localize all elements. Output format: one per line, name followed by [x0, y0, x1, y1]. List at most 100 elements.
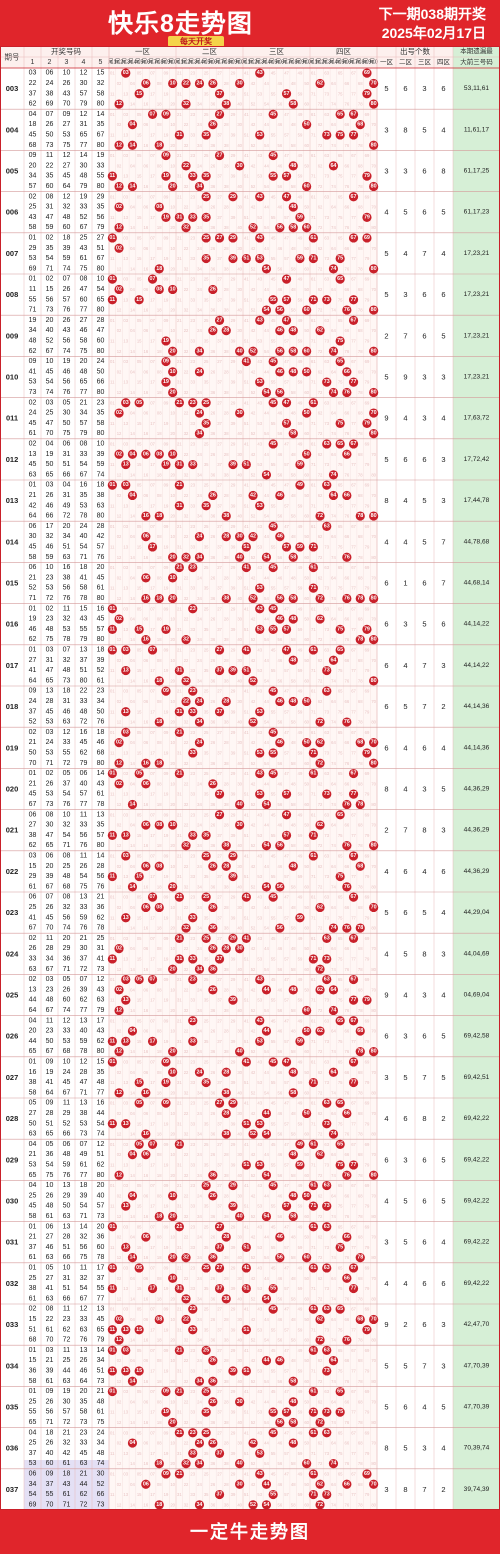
miss-number: 09 [164, 853, 169, 858]
miss-number: 59 [298, 956, 303, 961]
miss-number: 21 [177, 647, 182, 652]
hit-ball [281, 315, 292, 325]
miss-number: 77 [351, 91, 356, 96]
miss-number: 69 [365, 1101, 370, 1106]
miss-number: 79 [365, 1039, 370, 1044]
draw-number: 13 [80, 1017, 88, 1024]
miss-number: 30 [237, 740, 242, 745]
hit-ball-number: 10 [170, 1193, 176, 1199]
hit-ball [161, 171, 171, 181]
hit-ball [362, 89, 372, 99]
miss-number: 76 [345, 1255, 350, 1260]
miss-number: 69 [365, 112, 370, 117]
hit-ball [235, 532, 245, 542]
miss-number: 13 [123, 586, 128, 591]
miss-number: 10 [170, 122, 175, 127]
draw-number: 74 [46, 389, 54, 396]
hit-ball [154, 861, 164, 871]
draw-number: 18 [29, 121, 37, 128]
zone-count: 5 [403, 208, 407, 217]
draw-number: 67 [46, 883, 54, 890]
miss-number: 60 [304, 720, 309, 725]
hit-ball [288, 161, 298, 171]
next-draw-issue: 下一期038期开奖 [378, 6, 486, 22]
draw-number: 03 [46, 646, 54, 653]
hit-ball [214, 707, 225, 717]
hit-ball [127, 140, 138, 150]
hit-ball [295, 542, 305, 552]
miss-number: 30 [237, 1029, 242, 1034]
draw-number: 10 [97, 440, 105, 447]
miss-number: 49 [298, 895, 303, 900]
hit-ball [315, 738, 325, 748]
miss-number: 44 [264, 122, 269, 127]
zone-count: 6 [403, 908, 407, 917]
miss-number: 02 [117, 122, 122, 127]
draw-number: 71 [63, 966, 71, 973]
zone-count: 8 [384, 496, 388, 505]
miss-number: 59 [298, 998, 303, 1003]
miss-number: 19 [164, 1162, 169, 1167]
hit-ball-number: 07 [150, 111, 156, 117]
draw-number: 54 [80, 461, 88, 468]
miss-number: 03 [123, 689, 128, 694]
hit-ball [275, 326, 285, 336]
draw-number: 61 [46, 1213, 54, 1220]
hit-ball-number: 57 [284, 1409, 290, 1415]
miss-number: 07 [150, 606, 155, 611]
draw-number: 20 [97, 564, 105, 571]
miss-number: 50 [304, 493, 309, 498]
miss-number: 35 [204, 915, 209, 920]
hit-ball-number: 20 [170, 348, 176, 354]
miss-number: 10 [170, 534, 175, 539]
miss-number: 13 [123, 503, 128, 508]
miss-number: 25 [204, 1471, 209, 1476]
draw-number: 18 [63, 688, 71, 695]
miss-number: 06 [144, 740, 149, 745]
miss-number: 05 [137, 112, 142, 117]
miss-number: 49 [298, 1224, 303, 1229]
miss-number: 42 [251, 1070, 256, 1075]
draw-number: 56 [97, 214, 105, 221]
hit-ball-number: 40 [237, 1049, 243, 1055]
miss-number: 56 [278, 1379, 283, 1384]
draw-number: 31 [63, 1275, 71, 1282]
miss-number: 18 [157, 1008, 162, 1013]
miss-number: 41 [244, 1430, 249, 1435]
miss-number: 43 [257, 483, 262, 488]
trend-chart: 期号 开奖号码 1 2 3 4 5 一区 尾1 尾2 尾3 尾4 尾5 尾6 尾7 尾8 尾9 尾0 二区 尾1 尾2 尾… [0, 46, 500, 1510]
miss-number: 42 [251, 369, 256, 374]
draw-number: 29 [29, 873, 37, 880]
miss-number: 62 [318, 287, 323, 292]
miss-number: 15 [137, 709, 142, 714]
miss-number: 19 [164, 750, 169, 755]
miss-number: 35 [204, 998, 209, 1003]
miss-number: 02 [117, 1399, 122, 1404]
hit-ball-number: 26 [210, 122, 216, 128]
draw-number: 64 [63, 183, 71, 190]
miss-number: 22 [184, 493, 189, 498]
draw-number: 29 [63, 1192, 71, 1199]
tail-header: 尾1 [175, 59, 183, 66]
draw-number: 07 [63, 646, 71, 653]
zone-count: 6 [384, 702, 388, 711]
draw-number: 75 [46, 636, 54, 643]
draw-number: 30 [63, 410, 71, 417]
draw-number: 13 [46, 688, 54, 695]
miss-number: 13 [123, 1492, 128, 1497]
hit-ball-number: 70 [371, 80, 377, 86]
miss-number: 53 [257, 91, 262, 96]
miss-number: 21 [177, 318, 182, 323]
hit-ball-number: 32 [183, 101, 189, 107]
miss-number: 63 [324, 400, 329, 405]
draw-number: 18 [46, 1429, 54, 1436]
miss-number: 29 [231, 812, 236, 817]
miss-number: 05 [137, 895, 142, 900]
miss-number: 08 [157, 1111, 162, 1116]
miss-number: 64 [331, 81, 336, 86]
miss-number: 30 [237, 905, 242, 910]
miss-number: 78 [358, 102, 363, 107]
miss-number: 19 [164, 297, 169, 302]
miss-number: 66 [345, 1399, 350, 1404]
